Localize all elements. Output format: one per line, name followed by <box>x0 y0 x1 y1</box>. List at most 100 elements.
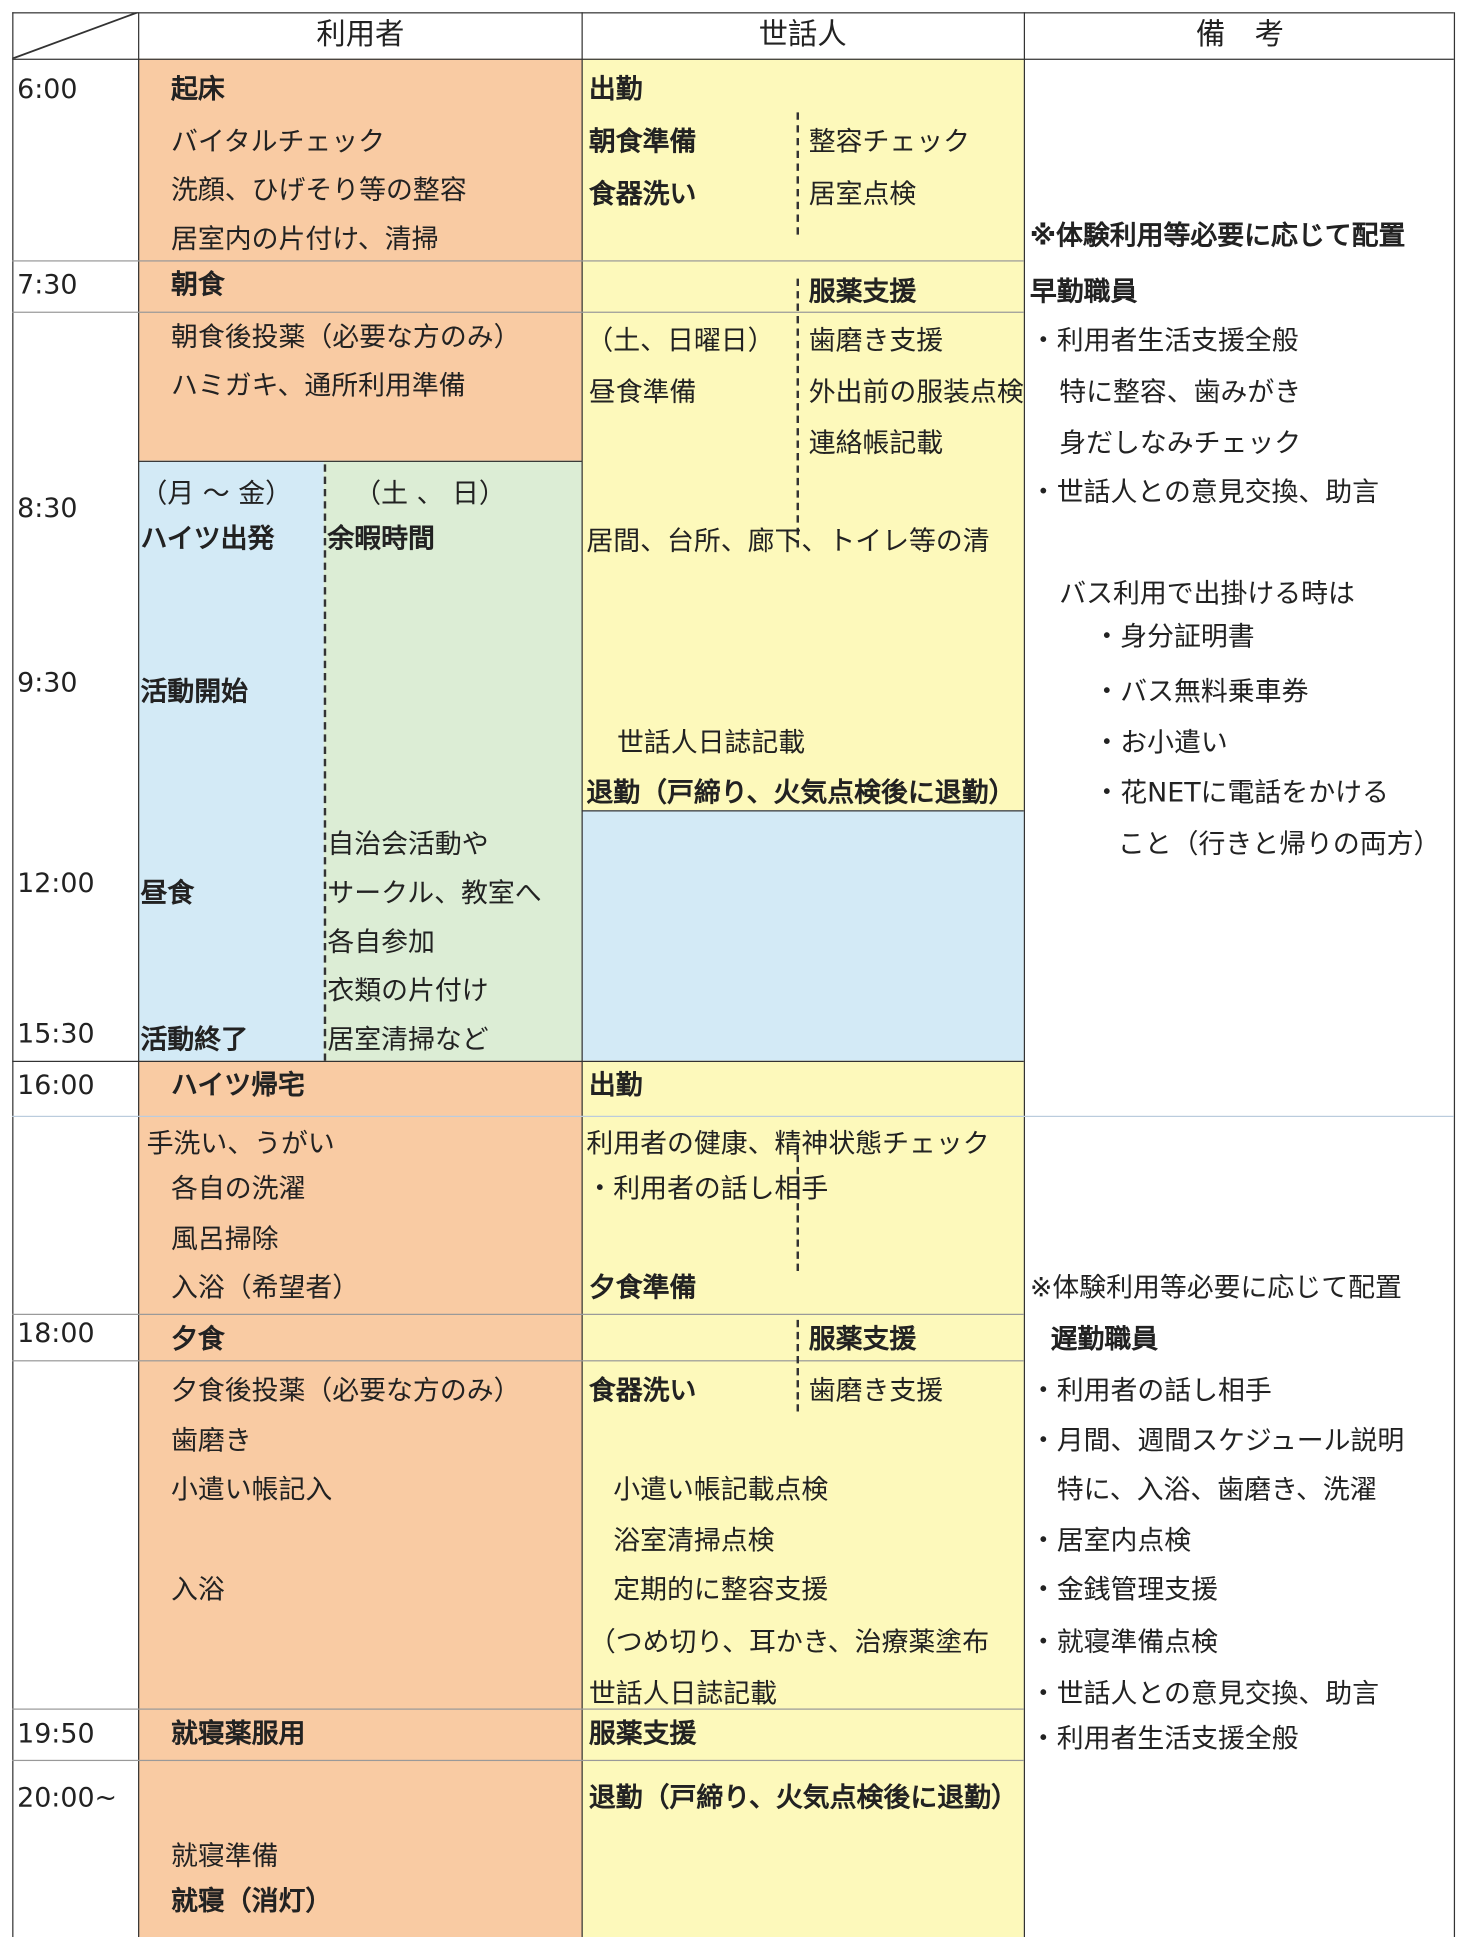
user-text: 就寝準備 <box>171 1841 279 1873</box>
staff-text: 歯磨き支援 <box>808 326 944 357</box>
border <box>138 12 140 1937</box>
header: 利用者 <box>316 17 405 52</box>
user-text: 朝食後投薬（必要な方のみ） <box>171 322 521 354</box>
user-text: 起床 <box>171 74 225 106</box>
cell-bg <box>581 810 1024 1061</box>
notes-text: ・花NETに電話をかける <box>1093 778 1389 810</box>
staff-text: 利用者の健康、精神状態チェック <box>586 1129 990 1160</box>
staff-text: 服薬支援 <box>588 1719 697 1751</box>
notes-text: ・世話人との意見交換、助言 <box>1029 1679 1380 1710</box>
border <box>12 311 1024 313</box>
staff-text: 整容チェック <box>808 127 971 158</box>
user-text: 洗顔、ひげそり等の整容 <box>171 175 467 207</box>
user-text: 活動終了 <box>140 1025 249 1056</box>
cell-bg <box>323 460 582 1061</box>
staff-text: （つめ切り、耳かき、治療薬塗布 <box>588 1627 990 1659</box>
staff-text: 連絡帳記載 <box>808 428 944 460</box>
notes-text: ・お小遣い <box>1093 728 1228 759</box>
time-label: 15:30 <box>17 1019 95 1050</box>
user-text: 朝食 <box>171 270 225 301</box>
border <box>12 12 1454 14</box>
time-label: 6:00 <box>17 74 78 106</box>
divider <box>796 1319 799 1412</box>
staff-text: 定期的に整容支援 <box>613 1575 829 1606</box>
staff-text: 世話人日誌記載 <box>616 728 806 759</box>
user-text: バイタルチェック <box>171 127 385 158</box>
staff-text: ・利用者の話し相手 <box>586 1174 829 1205</box>
user-text: 歯磨き <box>171 1426 252 1457</box>
staff-text: 居間、台所、廊下、トイレ等の清 <box>586 526 990 558</box>
border <box>1023 12 1026 1937</box>
user-text: 夕食後投薬（必要な方のみ） <box>171 1376 521 1407</box>
cell-bg <box>581 1060 1024 1937</box>
time-label: 12:00 <box>17 868 95 900</box>
border <box>1453 12 1456 1937</box>
user-text: 各自参加 <box>327 927 435 959</box>
staff-text: 退勤（戸締り、火気点検後に退勤） <box>588 1783 1018 1814</box>
user-text: 夕食 <box>171 1324 225 1356</box>
user-text: 衣類の片付け <box>327 976 489 1008</box>
border <box>12 1708 1024 1710</box>
notes-text: 特に、入浴、歯磨き、洗濯 <box>1056 1475 1377 1506</box>
user-text: 活動開始 <box>140 677 249 708</box>
staff-text: 居室点検 <box>808 179 917 211</box>
staff-text: 服薬支援 <box>808 277 917 308</box>
user-text: 小遣い帳記入 <box>171 1475 333 1506</box>
user-text: 居室内の片付け、清掃 <box>171 224 439 256</box>
time-label: 18:00 <box>17 1318 95 1350</box>
user-text: （月 ～ 金） <box>140 479 292 510</box>
notes-text: ・月間、週間スケジュール説明 <box>1029 1426 1405 1457</box>
notes-text: ・バス無料乗車券 <box>1093 677 1309 708</box>
cell-bg <box>138 58 582 461</box>
notes-text: ・利用者生活支援全般 <box>1029 326 1299 357</box>
staff-text: 歯磨き支援 <box>808 1376 944 1407</box>
border <box>12 1759 1024 1762</box>
time-label: 9:30 <box>17 668 78 700</box>
header: 世話人 <box>758 17 847 52</box>
divider <box>323 464 327 1061</box>
notes-text: ・就寝準備点検 <box>1029 1627 1219 1659</box>
staff-text: 朝食準備 <box>588 127 697 158</box>
staff-text: 食器洗い <box>588 1376 697 1407</box>
user-text: ハミガキ、通所利用準備 <box>171 371 466 403</box>
user-text: ハイツ帰宅 <box>171 1070 305 1102</box>
notes-text: ・世話人との意見交換、助言 <box>1029 477 1380 509</box>
staff-text: 出勤 <box>588 1070 643 1102</box>
border <box>581 810 1024 812</box>
user-text: 就寝（消灯） <box>171 1886 333 1918</box>
user-text: 余暇時間 <box>327 524 435 555</box>
notes-text: ・金銭管理支援 <box>1029 1575 1219 1606</box>
staff-text: 退勤（戸締り、火気点検後に退勤） <box>586 778 1016 810</box>
notes-text: 遅勤職員 <box>1050 1324 1159 1356</box>
notes-text: 身だしなみチェック <box>1059 428 1302 460</box>
notes-text: ・身分証明書 <box>1093 622 1255 653</box>
notes-text: ・利用者の話し相手 <box>1029 1376 1272 1407</box>
border <box>12 1313 1024 1315</box>
staff-text: 小遣い帳記載点検 <box>613 1475 829 1506</box>
notes-text: 特に整容、歯みがき <box>1059 377 1302 409</box>
cell-bg <box>138 460 324 1061</box>
staff-text: 出勤 <box>588 74 643 106</box>
time-label: 19:50 <box>17 1719 95 1751</box>
notes-text: ※体験利用等必要に応じて配置 <box>1029 1273 1402 1304</box>
user-text: 昼食 <box>140 878 195 910</box>
user-text: 就寝薬服用 <box>171 1719 306 1751</box>
notes-text: こと（行きと帰りの両方） <box>1117 829 1441 861</box>
border <box>12 260 1024 262</box>
staff-text: 夕食準備 <box>588 1273 697 1304</box>
border <box>581 12 583 1937</box>
user-text: 自治会活動や <box>327 829 489 861</box>
user-text: 各自の洗濯 <box>171 1174 306 1205</box>
user-text: 風呂掃除 <box>171 1224 279 1256</box>
cell-bg <box>138 1060 582 1937</box>
cell-bg <box>581 58 1024 811</box>
staff-text: 世話人日誌記載 <box>588 1679 778 1710</box>
user-text: 居室清掃など <box>327 1025 489 1056</box>
staff-text: 服薬支援 <box>808 1324 917 1356</box>
user-text: ハイツ出発 <box>140 524 275 555</box>
time-label: 7:30 <box>17 270 78 301</box>
divider <box>796 112 799 235</box>
header: 備 考 <box>1196 17 1285 52</box>
divider <box>796 278 799 548</box>
